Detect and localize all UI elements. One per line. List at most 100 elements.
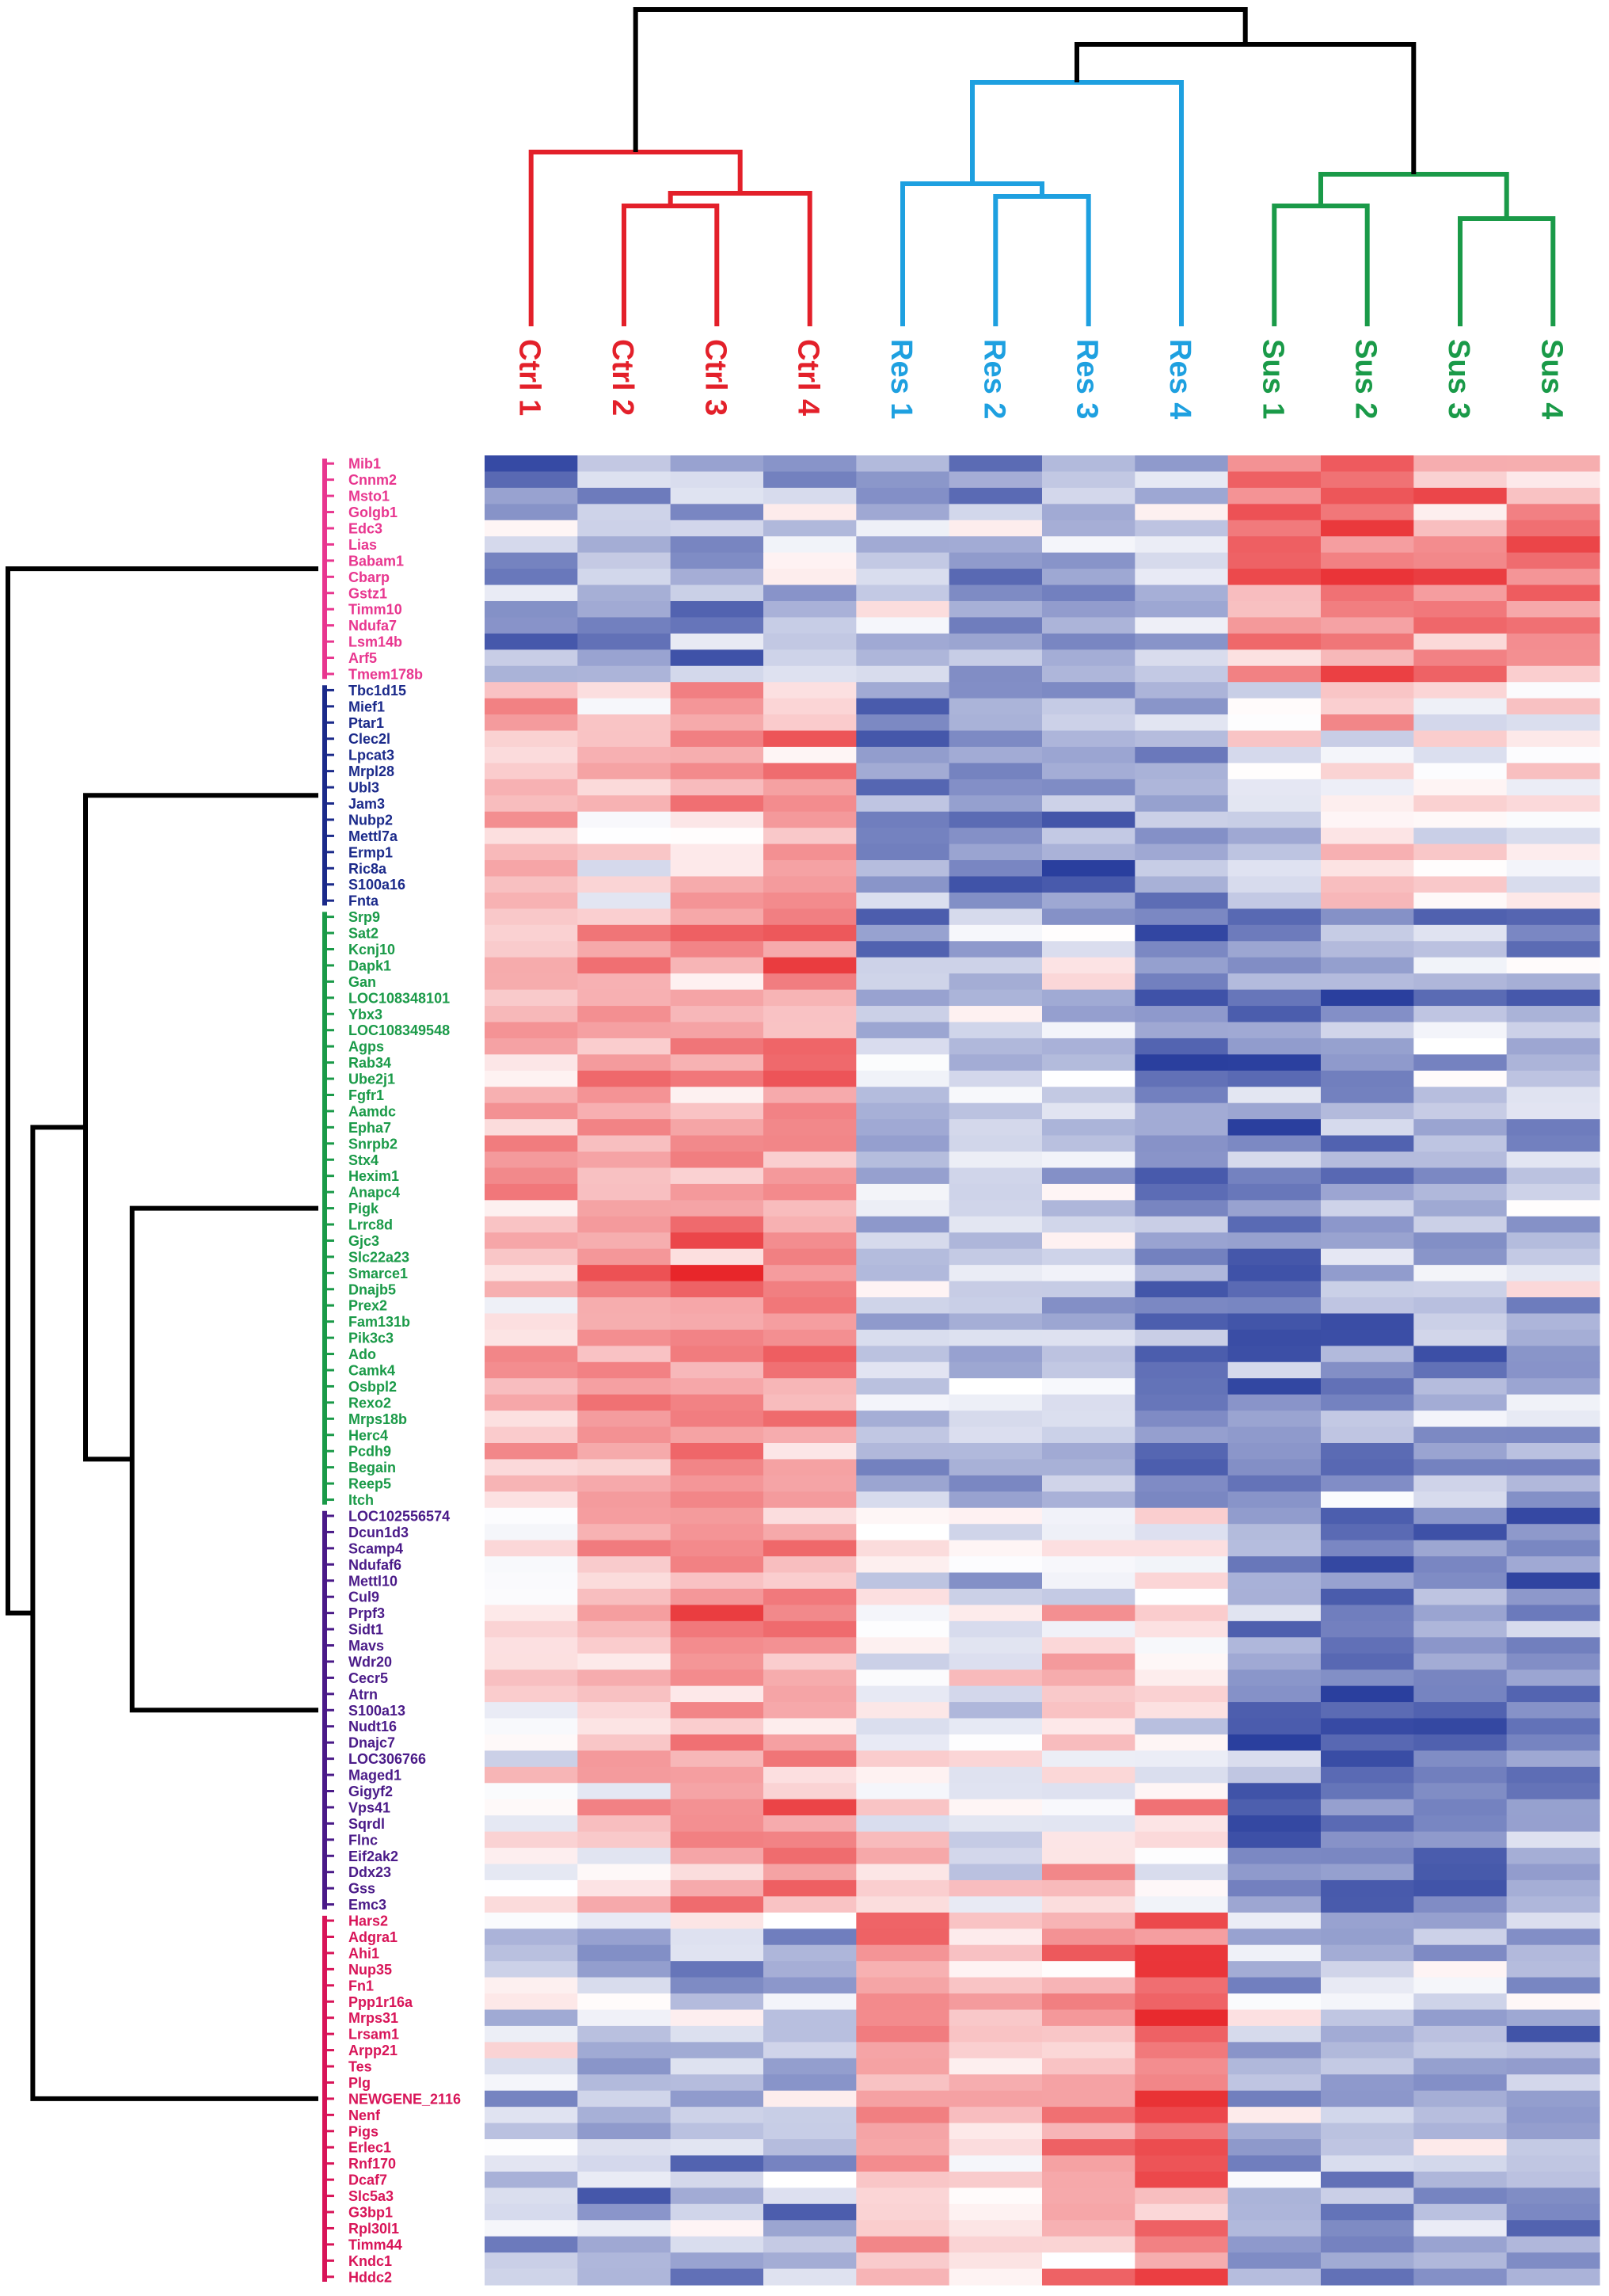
heatmap-cell xyxy=(763,569,857,586)
heatmap-cell xyxy=(577,1378,671,1395)
gene-label: Aamdc xyxy=(348,1103,396,1119)
heatmap-cell xyxy=(856,892,950,909)
gene-label: Hddc2 xyxy=(348,2269,392,2285)
heatmap-cell xyxy=(1227,2058,1322,2075)
heatmap-cell xyxy=(763,1685,857,1703)
heatmap-cell xyxy=(1042,569,1135,586)
heatmap-cell xyxy=(485,1054,578,1072)
heatmap-cell xyxy=(1506,2171,1600,2188)
heatmap-cell xyxy=(949,1216,1043,1233)
heatmap-cell xyxy=(1321,1135,1414,1152)
heatmap-cell xyxy=(1042,1799,1135,1816)
heatmap-cell xyxy=(1321,714,1414,732)
heatmap-cell xyxy=(1321,828,1414,845)
heatmap-cell xyxy=(763,1070,857,1087)
heatmap-cell xyxy=(1413,1378,1508,1395)
heatmap-cell xyxy=(485,779,578,796)
heatmap-cell xyxy=(1413,1087,1508,1104)
heatmap-cell xyxy=(670,957,764,974)
heatmap-cell xyxy=(856,989,950,1007)
heatmap-cell xyxy=(1135,2236,1229,2253)
heatmap-cell xyxy=(1321,1524,1414,1541)
heatmap-cell xyxy=(856,1183,950,1201)
heatmap-cell xyxy=(1135,2139,1229,2157)
heatmap-cell xyxy=(1413,973,1508,991)
heatmap-cell xyxy=(1042,1087,1135,1104)
heatmap-cell xyxy=(485,520,578,537)
heatmap-cell xyxy=(1506,649,1600,667)
heatmap-cell xyxy=(1506,2187,1600,2205)
heatmap-cell xyxy=(1227,600,1322,619)
heatmap-cell xyxy=(1506,1929,1600,1946)
gene-label: Pik3c3 xyxy=(348,1331,394,1346)
heatmap-cell xyxy=(577,1346,671,1363)
heatmap-cell xyxy=(1042,2220,1135,2237)
heatmap-cell xyxy=(1042,1620,1135,1638)
heatmap-cell xyxy=(1506,1313,1600,1331)
heatmap-cell xyxy=(763,1491,857,1509)
heatmap-cell xyxy=(1413,1361,1508,1379)
heatmap-cell xyxy=(1042,1313,1135,1331)
heatmap-cell xyxy=(1042,1459,1135,1476)
heatmap-cell xyxy=(577,1022,671,1039)
heatmap-cell xyxy=(1227,1394,1322,1411)
heatmap-cell xyxy=(577,941,671,958)
heatmap-cell xyxy=(856,795,950,813)
heatmap-cell xyxy=(1413,584,1508,602)
heatmap-cell xyxy=(1042,1734,1135,1751)
heatmap-cell xyxy=(670,2252,764,2270)
gene-label: Tes xyxy=(348,2059,372,2075)
heatmap-cell xyxy=(577,2090,671,2108)
heatmap-cell xyxy=(763,1232,857,1250)
heatmap-cell xyxy=(1135,1524,1229,1541)
heatmap-cell xyxy=(1413,1329,1508,1346)
heatmap-cell xyxy=(485,2187,578,2205)
heatmap-cell xyxy=(1413,1394,1508,1411)
heatmap-cell xyxy=(577,455,671,473)
gene-label: Prpf3 xyxy=(348,1605,385,1621)
heatmap-cell xyxy=(856,1297,950,1315)
heatmap-cell xyxy=(1321,698,1414,715)
heatmap-cell xyxy=(1135,1929,1229,1946)
heatmap-cell xyxy=(485,1006,578,1023)
heatmap-cell xyxy=(763,876,857,893)
heatmap-cell xyxy=(856,1167,950,1185)
heatmap-cell xyxy=(763,617,857,634)
heatmap-cell xyxy=(1413,1783,1508,1800)
gene-labels: Mib1Cnnm2Msto1Golgb1Edc3LiasBabam1CbarpG… xyxy=(348,456,461,2286)
heatmap-cell xyxy=(763,1216,857,1233)
sample-label: Ctrl 1 xyxy=(513,339,546,416)
heatmap-cell xyxy=(670,730,764,748)
heatmap-cell xyxy=(1135,1394,1229,1411)
heatmap-cell xyxy=(949,892,1043,909)
heatmap-cell xyxy=(577,1070,671,1087)
heatmap-cell xyxy=(1506,1135,1600,1152)
heatmap-cell xyxy=(1506,455,1600,473)
heatmap-cell xyxy=(1135,1977,1229,1994)
heatmap-cell xyxy=(1413,455,1508,473)
heatmap-cell xyxy=(577,1232,671,1250)
heatmap-cell xyxy=(1506,811,1600,828)
row-dendro-branch xyxy=(6,566,318,1616)
gene-label: LOC102556574 xyxy=(348,1508,450,1524)
gene-label: LOC108348101 xyxy=(348,990,450,1006)
heatmap-cell xyxy=(1413,665,1508,683)
heatmap-cell xyxy=(1042,2009,1135,2027)
heatmap-cell xyxy=(763,1459,857,1476)
heatmap-cell xyxy=(577,957,671,974)
heatmap-cell xyxy=(1321,1556,1414,1574)
heatmap-cell xyxy=(949,795,1043,813)
heatmap-cell xyxy=(1506,1232,1600,1250)
heatmap-cell xyxy=(763,2155,857,2172)
heatmap-cell xyxy=(1321,487,1414,505)
heatmap-cell xyxy=(1042,665,1135,683)
heatmap-cell xyxy=(485,989,578,1007)
heatmap-cell xyxy=(949,1670,1043,1687)
heatmap-cell xyxy=(1321,617,1414,634)
gene-label: Babam1 xyxy=(348,553,404,569)
heatmap-cell xyxy=(1227,1815,1322,1833)
heatmap-cell xyxy=(1042,633,1135,650)
heatmap-cell xyxy=(949,1831,1043,1849)
heatmap-cell xyxy=(1506,1670,1600,1687)
heatmap-cell xyxy=(670,633,764,650)
